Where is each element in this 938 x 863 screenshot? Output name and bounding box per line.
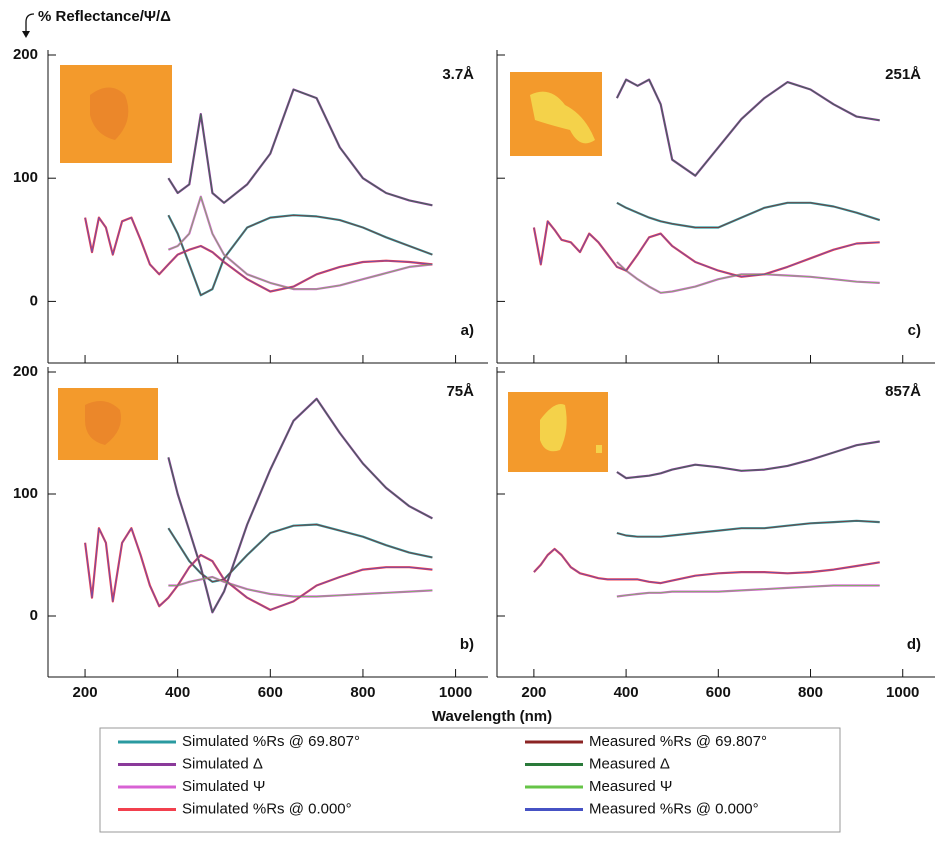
panel-annotation: 3.7Å xyxy=(442,66,474,83)
panel-annotation: 251Å xyxy=(885,66,921,83)
legend-box xyxy=(99,727,841,833)
series-line xyxy=(168,196,433,290)
series-line xyxy=(167,398,433,613)
series-line xyxy=(533,220,880,278)
series-line xyxy=(616,79,880,177)
x-tick-label: 600 xyxy=(706,684,731,701)
y-tick-label: 200 xyxy=(13,46,38,63)
x-tick-label: 400 xyxy=(614,684,639,701)
x-tick-label: 1000 xyxy=(439,684,472,701)
legend-entry: Simulated Δ xyxy=(182,755,263,772)
ylabel-arrow xyxy=(25,13,35,36)
series-line xyxy=(533,548,880,584)
x-tick-label: 1000 xyxy=(886,684,919,701)
legend-entry: Measured Ψ xyxy=(589,778,672,795)
panel-annotation: 857Å xyxy=(885,383,921,400)
panel-label: d) xyxy=(907,636,921,653)
panel-label: b) xyxy=(460,636,474,653)
x-axis-label: Wavelength (nm) xyxy=(432,708,552,725)
x-tick-label: 600 xyxy=(258,684,283,701)
series-line xyxy=(167,89,433,206)
y-tick-label: 0 xyxy=(30,292,38,309)
legend-entry: Measured Δ xyxy=(589,755,670,772)
legend-entry: Simulated %Rs @ 69.807° xyxy=(182,733,360,750)
y-tick-label: 100 xyxy=(13,485,38,502)
x-tick-label: 800 xyxy=(798,684,823,701)
y-axis-label: % Reflectance/Ψ/Δ xyxy=(38,8,171,25)
panel-label: c) xyxy=(908,322,921,339)
series-line xyxy=(616,202,880,228)
series-line xyxy=(168,576,433,597)
x-tick-label: 400 xyxy=(165,684,190,701)
legend-entry: Simulated Ψ xyxy=(182,778,265,795)
inset-a xyxy=(60,65,172,163)
x-tick-label: 200 xyxy=(521,684,546,701)
inset-c xyxy=(510,72,602,156)
series-line xyxy=(616,261,880,294)
legend-entry: Measured %Rs @ 69.807° xyxy=(589,733,767,750)
series-line xyxy=(616,520,880,538)
x-tick-label: 200 xyxy=(73,684,98,701)
ylabel-arrowhead xyxy=(22,31,30,38)
y-tick-label: 100 xyxy=(13,169,38,186)
series-line xyxy=(84,527,433,611)
series-line xyxy=(84,217,433,292)
panel-label: a) xyxy=(461,322,474,339)
panel-annotation: 75Å xyxy=(446,383,474,400)
legend-entry: Simulated %Rs @ 0.000° xyxy=(182,800,352,817)
inset-b xyxy=(58,388,158,460)
series-line xyxy=(167,524,433,583)
x-tick-label: 800 xyxy=(350,684,375,701)
inset-d xyxy=(508,392,608,472)
legend-entry: Measured %Rs @ 0.000° xyxy=(589,800,759,817)
y-tick-label: 0 xyxy=(30,607,38,624)
series-line xyxy=(616,441,880,479)
series-line xyxy=(167,214,433,296)
y-tick-label: 200 xyxy=(13,363,38,380)
series-line xyxy=(616,585,880,597)
